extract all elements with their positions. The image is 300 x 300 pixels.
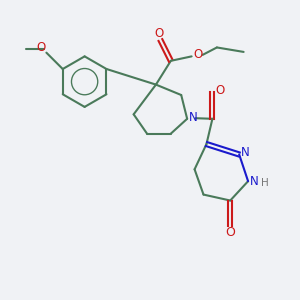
Text: O: O: [36, 41, 46, 54]
Text: O: O: [194, 48, 203, 62]
Text: O: O: [225, 226, 235, 239]
Text: H: H: [261, 178, 268, 188]
Text: O: O: [154, 27, 164, 40]
Text: N: N: [189, 111, 197, 124]
Text: O: O: [215, 84, 224, 97]
Text: N: N: [241, 146, 250, 160]
Text: N: N: [250, 175, 259, 188]
